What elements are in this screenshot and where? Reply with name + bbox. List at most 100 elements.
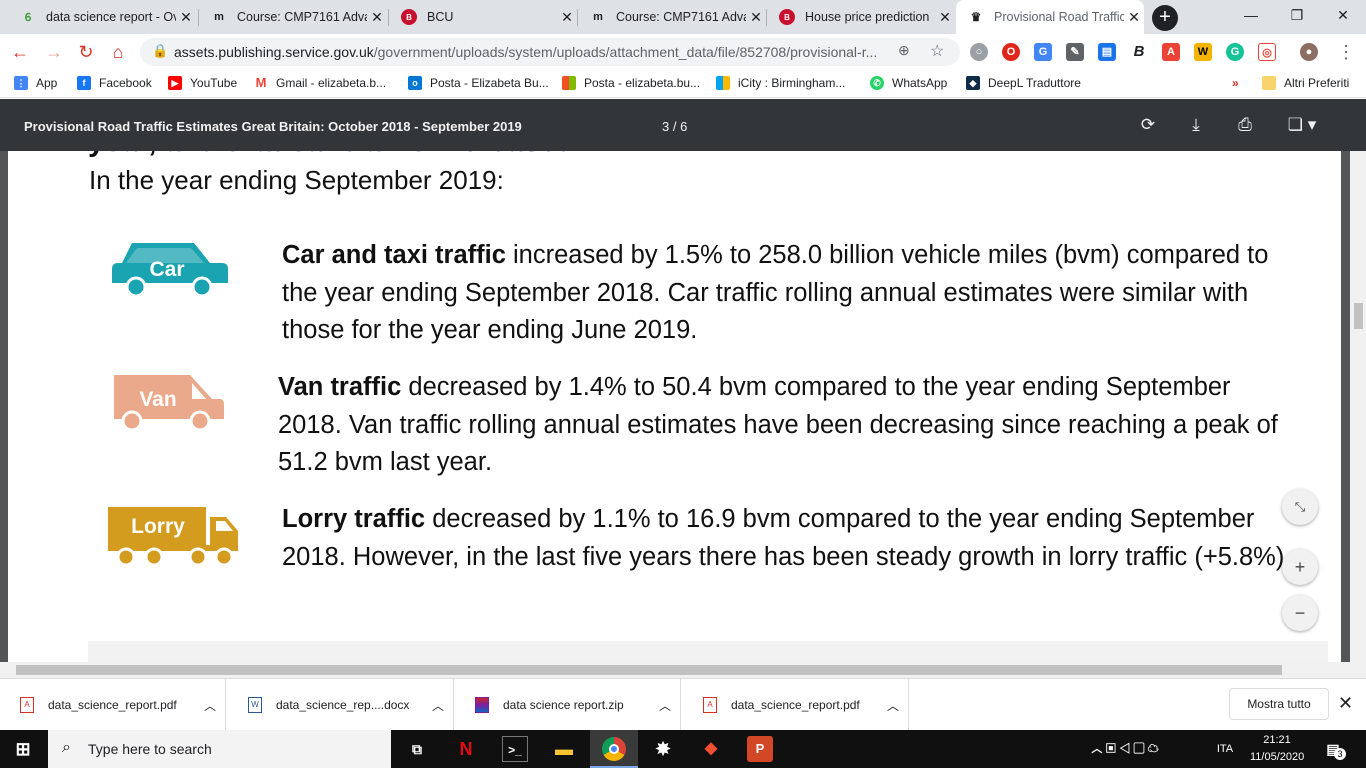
microsoft-icon	[716, 76, 730, 90]
bookmark-gmail[interactable]: M Gmail - elizabeta.b...	[254, 76, 386, 90]
chevron-up-icon[interactable]: ︿	[203, 698, 216, 713]
tab-overleaf[interactable]: 𝟨 data science report - Ov ✕	[8, 0, 196, 34]
fit-page-button[interactable]: ⤡	[1282, 489, 1318, 525]
browser-toolbar: ← → ↻ ⌂ 🔒 assets.publishing.service.gov.…	[0, 34, 1366, 70]
close-tab-icon[interactable]: ✕	[180, 8, 192, 25]
tab-title: BCU	[427, 10, 454, 24]
vertical-scrollbar[interactable]	[1350, 151, 1366, 662]
file-explorer-icon[interactable]: ▬	[555, 739, 573, 759]
opera-extension-icon[interactable]: O	[1002, 43, 1020, 61]
reader-extension-icon[interactable]: ▤	[1098, 43, 1116, 61]
gmail-icon: M	[254, 75, 268, 90]
profile-avatar[interactable]: ●	[1300, 43, 1318, 61]
address-bar[interactable]: 🔒 assets.publishing.service.gov.uk/gover…	[140, 38, 960, 66]
tab-moodle-2[interactable]: m Course: CMP7161 Adva ✕	[578, 0, 766, 34]
bookmark-menu-icon[interactable]: ❏ ▾	[1287, 115, 1317, 134]
reload-icon[interactable]: ↻	[78, 42, 94, 62]
extension-icon[interactable]: ○	[970, 43, 988, 61]
download-item[interactable]: W data_science_rep....docx ︿	[228, 679, 454, 731]
close-tab-icon[interactable]: ✕	[1128, 8, 1140, 25]
download-item[interactable]: A data_science_report.pdf ︿	[683, 679, 909, 731]
back-icon[interactable]: ←	[11, 42, 29, 62]
govuk-crown-icon: ♛	[970, 10, 982, 24]
bookmark-label: WhatsApp	[892, 76, 948, 90]
eyedropper-extension-icon[interactable]: ✎	[1066, 43, 1084, 61]
close-tab-icon[interactable]: ✕	[561, 8, 573, 25]
zoom-out-button[interactable]: −	[1282, 595, 1318, 631]
bookmark-youtube[interactable]: ▶ YouTube	[168, 76, 237, 90]
bold-b-extension-icon[interactable]: B	[1130, 43, 1148, 61]
pdf-file-icon: A	[20, 697, 34, 713]
close-tab-icon[interactable]: ✕	[939, 8, 951, 25]
tab-road-traffic[interactable]: ♛ Provisional Road Traffic ✕	[956, 0, 1144, 34]
bookmark-whatsapp[interactable]: ✆ WhatsApp	[870, 76, 947, 90]
lorry-icon-label: Lorry	[131, 515, 185, 538]
new-tab-button[interactable]: +	[1152, 5, 1178, 31]
download-filename: data_science_report.pdf	[731, 698, 860, 712]
home-icon[interactable]: ⌂	[112, 42, 124, 62]
terminal-icon[interactable]: >_	[502, 736, 528, 762]
clock[interactable]: 21:21 11/05/2020	[1250, 732, 1304, 766]
print-icon[interactable]: ⎙	[1238, 115, 1252, 134]
close-downloads-icon[interactable]: ✕	[1338, 693, 1354, 713]
forward-icon[interactable]: →	[45, 42, 63, 62]
bookmark-icity[interactable]: iCity : Birmingham...	[716, 76, 845, 90]
search-placeholder: Type here to search	[88, 741, 212, 757]
horizontal-scrollbar[interactable]	[0, 662, 1366, 678]
zoom-icon[interactable]: ⊕	[898, 42, 910, 58]
pdf-viewer[interactable]: year, and that car traffic increased. In…	[0, 151, 1350, 662]
facebook-icon: f	[77, 76, 91, 90]
maximize-button[interactable]: ❐	[1290, 7, 1304, 23]
bookmark-outlook[interactable]: o Posta - Elizabeta Bu...	[408, 76, 549, 90]
bookmark-facebook[interactable]: f Facebook	[77, 76, 152, 90]
whatsapp-icon: ✆	[870, 76, 884, 90]
menu-kebab-icon[interactable]: ⋮	[1337, 42, 1355, 62]
other-bookmarks[interactable]: Altri Preferiti	[1262, 76, 1349, 90]
bookmark-posta[interactable]: Posta - elizabeta.bu...	[562, 76, 700, 90]
grammarly-icon[interactable]: G	[1226, 43, 1244, 61]
rotate-icon[interactable]: ⟳	[1140, 115, 1156, 134]
netflix-icon[interactable]: N	[459, 739, 473, 759]
minimize-button[interactable]: —	[1244, 7, 1258, 23]
scrollbar-thumb[interactable]	[1354, 303, 1363, 329]
taskbar-search-box[interactable]: ⌕ Type here to search	[48, 730, 391, 768]
scrollbar-thumb[interactable]	[16, 665, 1282, 675]
system-tray-icons[interactable]: ︿ ▣ ◁ ▢ ☁	[1091, 743, 1159, 755]
chevron-up-icon[interactable]: ︿	[431, 698, 444, 713]
task-view-icon[interactable]: ⧉	[412, 741, 422, 757]
download-item[interactable]: A data_science_report.pdf ︿	[0, 679, 226, 731]
pdf-extension-icon[interactable]: A	[1162, 43, 1180, 61]
tab-title: Provisional Road Traffic	[994, 10, 1124, 24]
zoom-in-button[interactable]: +	[1282, 549, 1318, 585]
chevron-up-icon[interactable]: ︿	[886, 698, 899, 713]
bookmark-app[interactable]: ⋮ App	[14, 76, 57, 90]
car-text: increased by 1.5% to 258.0 billion vehic…	[282, 241, 1269, 344]
windows-start-icon[interactable]: ⊞	[15, 739, 31, 759]
close-tab-icon[interactable]: ✕	[371, 8, 383, 25]
git-icon[interactable]: ◆	[704, 740, 718, 757]
car-heading: Car and taxi traffic	[282, 241, 506, 269]
bookmarks-overflow[interactable]: »	[1232, 76, 1239, 90]
powerpoint-icon[interactable]: P	[747, 736, 773, 762]
w-extension-icon[interactable]: W	[1194, 43, 1212, 61]
car-paragraph: Car and taxi traffic increased by 1.5% t…	[282, 237, 1302, 350]
bookmark-label: Facebook	[99, 76, 152, 90]
web-icon[interactable]: ✸	[655, 739, 671, 759]
bookmark-star-icon[interactable]: ☆	[930, 43, 945, 60]
tab-house-price[interactable]: B House price prediction ✕	[767, 0, 955, 34]
language-indicator[interactable]: ITA	[1216, 743, 1234, 755]
chrome-taskbar-item[interactable]	[590, 730, 638, 768]
screen-capture-extension-icon[interactable]: ◎	[1258, 43, 1276, 61]
close-window-button[interactable]: ✕	[1337, 7, 1349, 23]
tab-moodle-1[interactable]: m Course: CMP7161 Adva ✕	[199, 0, 387, 34]
download-icon[interactable]: ⤓	[1192, 115, 1200, 134]
show-all-button[interactable]: Mostra tutto	[1229, 688, 1329, 720]
download-item[interactable]: data science report.zip ︿	[455, 679, 681, 731]
translate-extension-icon[interactable]: G	[1034, 43, 1052, 61]
bookmark-deepl[interactable]: ◆ DeepL Traduttore	[966, 76, 1081, 90]
tab-title: data science report - Ov	[46, 10, 176, 24]
tab-divider	[388, 9, 389, 26]
tab-bcu[interactable]: B BCU ✕	[389, 0, 577, 34]
close-tab-icon[interactable]: ✕	[750, 8, 762, 25]
chevron-up-icon[interactable]: ︿	[658, 698, 671, 713]
